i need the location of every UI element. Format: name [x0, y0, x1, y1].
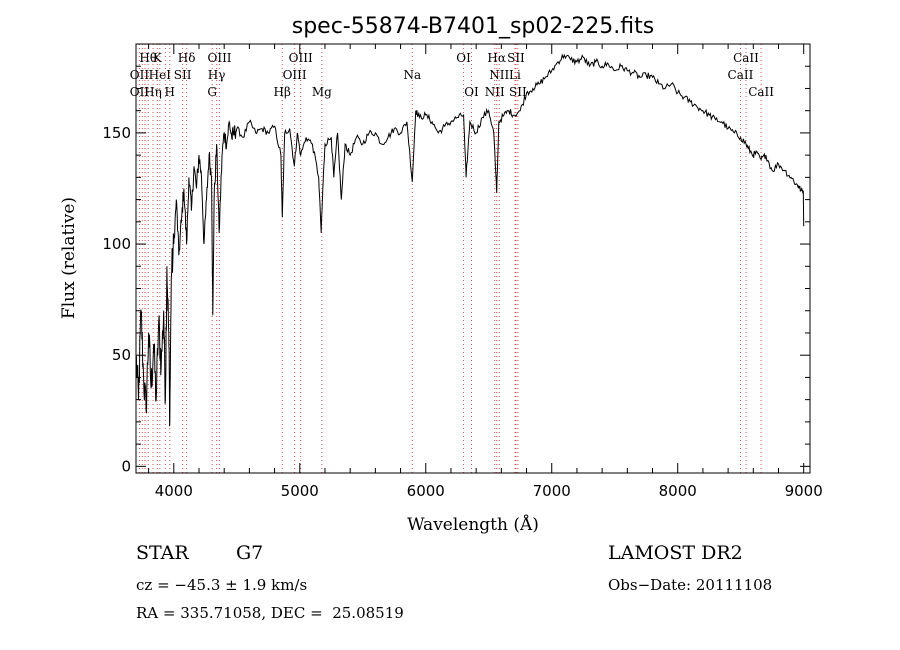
line-label: CaII: [748, 85, 774, 99]
line-label: Hδ: [178, 51, 196, 65]
y-tick-label: 100: [102, 235, 131, 253]
line-label: OII: [130, 85, 150, 99]
line-label: SII: [509, 85, 527, 99]
line-label: G: [207, 85, 217, 99]
line-label: SII: [174, 68, 192, 82]
plot-frame: [135, 43, 811, 474]
spectrum-line: [135, 53, 805, 427]
line-label: Hθ: [139, 51, 157, 65]
line-label: H: [165, 85, 175, 99]
line-label: NII: [485, 85, 505, 99]
spectrum-series: [135, 53, 805, 427]
y-tick-label: 0: [121, 457, 131, 475]
line-label: Na: [403, 68, 421, 82]
line-label: OIII: [207, 51, 231, 65]
line-label: OI: [464, 85, 479, 99]
coordinates-info: RA = 335.71058, DEC = 25.08519: [136, 604, 404, 622]
x-tick-label: 5000: [281, 482, 319, 500]
line-label: Mg: [312, 85, 332, 99]
y-tick-label: 150: [102, 124, 131, 142]
line-label: Hβ: [274, 85, 291, 99]
chart-title: spec-55874-B7401_sp02-225.fits: [292, 14, 655, 39]
line-label: NII: [489, 68, 509, 82]
line-label: Hα: [487, 51, 506, 65]
y-axis-label: Flux (relative): [59, 197, 79, 319]
marker-lines: [138, 44, 762, 473]
line-label: OI: [456, 51, 471, 65]
line-label: Hη: [144, 85, 162, 99]
line-label: OIII: [289, 51, 313, 65]
y-tick-label: 50: [112, 346, 131, 364]
axis-ticks: 4000 5000 6000 7000 8000 9000 0 50 100 150: [102, 44, 823, 500]
redshift-info: cz = −45.3 ± 1.9 km/s: [136, 576, 308, 594]
line-label: Li: [509, 68, 521, 82]
line-label: SII: [507, 51, 525, 65]
object-subclass: G7: [236, 542, 264, 564]
line-label: Hγ: [208, 68, 226, 82]
x-tick-label: 8000: [659, 482, 697, 500]
line-label: CaII: [728, 68, 754, 82]
x-tick-label: 7000: [533, 482, 571, 500]
x-tick-label: 9000: [785, 482, 823, 500]
line-label: HeI: [149, 68, 172, 82]
x-tick-label: 6000: [407, 482, 445, 500]
x-axis-label: Wavelength (Å): [407, 514, 539, 535]
x-tick-label: 4000: [155, 482, 193, 500]
line-label: OII: [130, 68, 150, 82]
line-label: K: [153, 51, 163, 65]
object-class: STAR: [136, 542, 189, 564]
survey-name: LAMOST DR2: [608, 542, 743, 564]
observation-date: Obs−Date: 20111108: [608, 576, 773, 594]
line-label: OIII: [283, 68, 307, 82]
line-label: CaII: [733, 51, 759, 65]
